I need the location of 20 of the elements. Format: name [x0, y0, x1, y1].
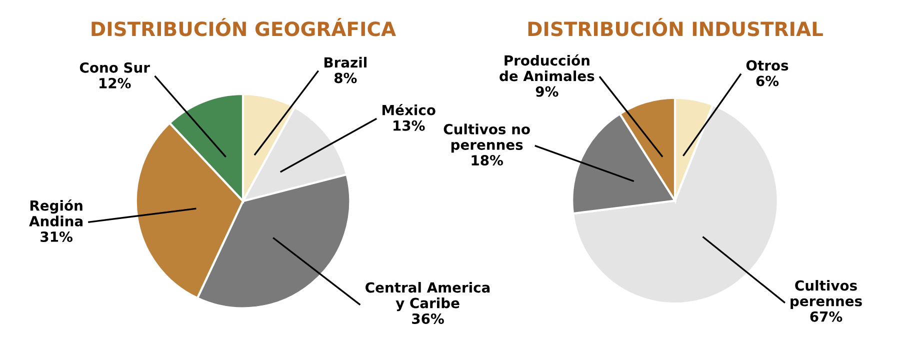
- chart-title: DISTRIBUCIÓN GEOGRÁFICA: [92, 18, 396, 36]
- data-label: 12%: [100, 78, 131, 88]
- data-label: 31%: [40, 231, 72, 242]
- data-label: 67%: [810, 311, 842, 322]
- slice-label: Brazil: [324, 56, 366, 68]
- slice-label: Producción de Animales: [500, 54, 594, 82]
- data-label: 36%: [412, 313, 444, 324]
- data-label: 8%: [334, 72, 357, 84]
- slice-label: Cultivos perennes: [790, 280, 862, 309]
- slice-label: México: [382, 104, 436, 116]
- data-label: 9%: [536, 86, 558, 97]
- data-label: 18%: [472, 155, 503, 166]
- slice-label: Región Andina: [29, 199, 83, 226]
- chart-title: DISTRIBUCIÓN INDUSTRIAL: [528, 18, 823, 36]
- data-label: 6%: [756, 76, 779, 86]
- slice-label: Central America y Caribe: [366, 282, 490, 312]
- data-label: 13%: [394, 120, 425, 131]
- slice-label: Cono Sur: [80, 62, 150, 73]
- slice-label: Otros: [746, 60, 788, 71]
- slice-label: Cultivos no perennes: [444, 124, 530, 153]
